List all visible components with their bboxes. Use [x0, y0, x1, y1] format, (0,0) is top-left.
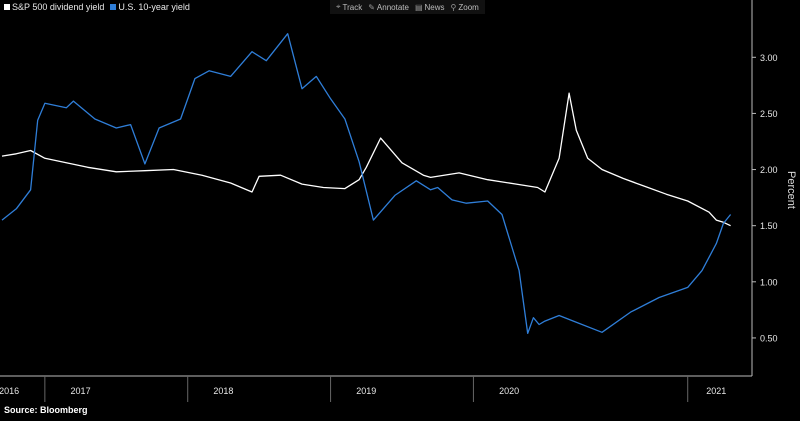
series-line-dividend-yield	[1, 92, 731, 227]
pencil-icon: ✎	[368, 2, 375, 12]
x-axis: 2016 2017 2018 2019 2020 2021	[0, 375, 752, 402]
news-button[interactable]: ▤ News	[415, 3, 445, 12]
source-note: Source: Bloomberg	[4, 405, 88, 415]
x-tick-label: 2019	[356, 386, 376, 396]
x-tick-label: 2016	[0, 386, 19, 396]
legend-label: S&P 500 dividend yield	[12, 2, 105, 12]
x-tick-label: 2018	[213, 386, 233, 396]
y-tick-label: 2.00	[760, 165, 778, 175]
zoom-label: Zoom	[458, 2, 479, 12]
x-axis-band	[0, 376, 752, 402]
legend: S&P 500 dividend yield U.S. 10-year yiel…	[4, 2, 190, 12]
y-tick-label: 2.50	[760, 109, 778, 119]
annotate-label: Annotate	[376, 2, 409, 12]
y-tick-label: 1.00	[760, 277, 778, 287]
legend-label: U.S. 10-year yield	[118, 2, 190, 12]
y-tick-label: 3.00	[760, 53, 778, 63]
y-tick-label: 1.50	[760, 221, 778, 231]
y-tick-label: 0.50	[760, 333, 778, 343]
annotate-button[interactable]: ✎ Annotate	[368, 3, 409, 12]
legend-item-dividend-yield[interactable]: S&P 500 dividend yield	[4, 2, 104, 12]
zoom-button[interactable]: ⚲ Zoom	[451, 3, 479, 12]
x-tick-label: 2017	[71, 386, 91, 396]
track-label: Track	[342, 2, 363, 12]
series-line-10-year-yield	[1, 33, 732, 335]
news-icon: ▤	[414, 2, 423, 12]
chart-toolbar: ⌖ Track ✎ Annotate ▤ News ⚲ Zoom	[330, 0, 485, 14]
crosshair-icon: ⌖	[336, 2, 341, 11]
magnifier-icon: ⚲	[450, 2, 457, 12]
legend-swatch-white	[4, 4, 10, 10]
news-label: News	[424, 2, 445, 12]
plot-area	[1, 33, 732, 335]
x-tick-label: 2020	[499, 386, 519, 396]
y-axis: 0.50 1.00 1.50 2.00 2.50 3.00	[751, 0, 778, 376]
track-button[interactable]: ⌖ Track	[336, 2, 362, 12]
x-tick-label: 2021	[706, 386, 726, 396]
legend-swatch-blue	[110, 4, 117, 10]
y-axis-label: Percent	[785, 171, 797, 209]
legend-item-10-year-yield[interactable]: U.S. 10-year yield	[110, 2, 190, 12]
